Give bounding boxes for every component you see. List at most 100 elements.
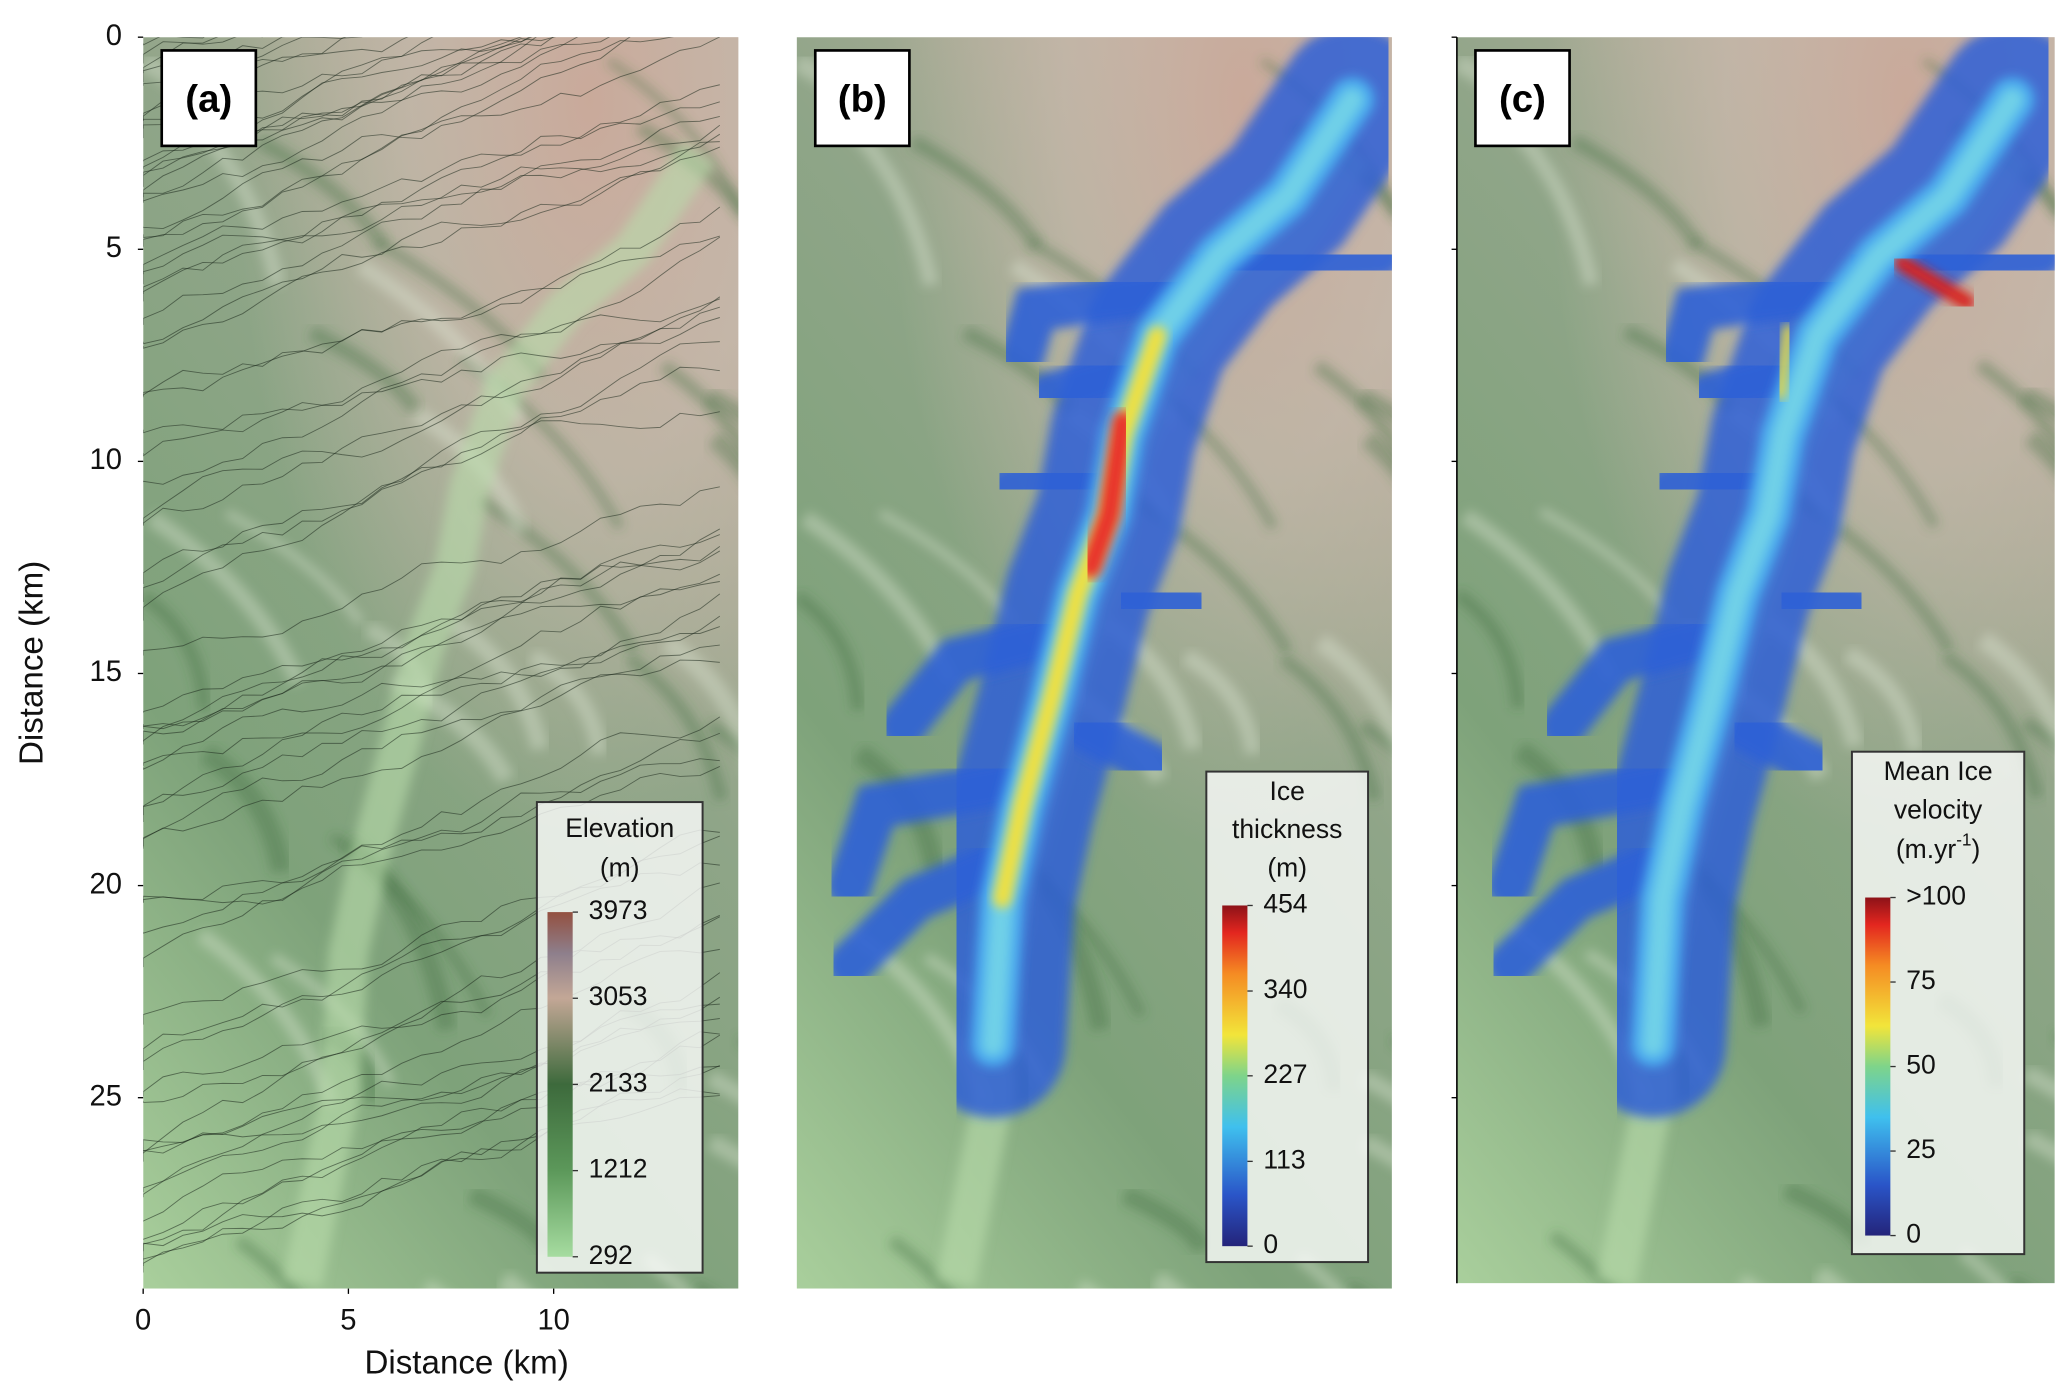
contour-line — [143, 581, 720, 745]
contour-line — [143, 101, 720, 294]
ridge — [1977, 631, 2055, 749]
contour-line — [143, 593, 721, 816]
contour-line — [143, 84, 720, 275]
panel-label: (c) — [1499, 77, 1546, 120]
colorbar-tick-label: 2133 — [589, 1067, 648, 1097]
legend-title: (m) — [1267, 853, 1307, 883]
contour-line — [143, 765, 721, 905]
colorbar-tick-label: 340 — [1263, 974, 1307, 1004]
ridge — [2052, 1034, 2055, 1040]
panel — [796, 37, 1392, 1289]
colorbar — [547, 912, 573, 1257]
colorbar-tick-label: 227 — [1263, 1059, 1307, 1089]
contour-line — [143, 133, 721, 302]
ridge — [146, 511, 306, 686]
contour-line — [143, 366, 720, 602]
panel-label: (a) — [185, 77, 232, 120]
y-tick-label: 15 — [90, 656, 122, 688]
panels: (a) Elevation (m) 3973 3053 2133 1212 292 (b) Ice… — [143, 37, 2055, 1289]
ridge — [2020, 386, 2055, 422]
panel-label: (b) — [838, 77, 887, 120]
y-tick-label: 25 — [90, 1080, 122, 1112]
ridge — [446, 614, 549, 751]
ridge — [887, 1235, 953, 1289]
y-tick-label: 0 — [106, 20, 122, 52]
colorbar-tick-label: 3053 — [589, 981, 648, 1011]
ridge — [2023, 1130, 2055, 1163]
ridge — [307, 325, 422, 414]
unit-text: (m.yr — [1896, 834, 1957, 864]
ridge — [528, 649, 608, 755]
contour-line — [143, 146, 721, 349]
ice-branch — [1059, 703, 1178, 789]
colorbar-tick-label: 454 — [1263, 888, 1307, 918]
glacier — [827, 37, 1392, 1118]
ridge — [625, 653, 728, 802]
contour-line — [143, 37, 533, 198]
legend-unit: (m.yr-1) — [1896, 829, 1980, 864]
legend-title: Mean Ice — [1884, 756, 1993, 786]
ice-branch — [827, 836, 1032, 988]
ice-branch — [1646, 452, 1785, 511]
colorbar-tick-label: 292 — [589, 1240, 633, 1270]
ridge — [1456, 588, 1525, 709]
ridge — [659, 359, 739, 451]
ridge — [707, 1134, 739, 1167]
ice-branch — [1659, 266, 1864, 378]
ridge — [1357, 388, 1392, 423]
colorbar-tick-label: >100 — [1906, 881, 1966, 911]
colorbar-tick-label: 1212 — [589, 1154, 648, 1184]
ice-branch — [827, 757, 1052, 909]
colorbar-tick-label: 75 — [1906, 965, 1935, 995]
contour-line — [143, 644, 720, 849]
legend-title: Ice — [1270, 776, 1305, 806]
contour-line — [143, 534, 720, 729]
ridge — [1569, 134, 1705, 251]
ridge — [199, 744, 292, 874]
ridge — [1347, 1281, 1365, 1289]
contour-line — [143, 615, 721, 823]
ridge — [1975, 358, 2055, 451]
ridge — [1295, 1252, 1345, 1289]
ridge — [224, 509, 365, 626]
ridge — [1812, 1266, 1846, 1284]
valley-floor — [282, 141, 716, 1288]
colorbar-tick-label: 0 — [1906, 1219, 1921, 1249]
y-tick-label: 10 — [90, 444, 122, 476]
ice-fast — [1775, 323, 1794, 401]
contour-line — [143, 206, 721, 398]
ridge — [1361, 431, 1392, 477]
colorbar — [1222, 905, 1248, 1247]
ridge — [1312, 359, 1392, 451]
x-tick-label: 10 — [537, 1304, 569, 1336]
ridge — [476, 494, 640, 655]
contour-line — [143, 115, 720, 325]
panel — [1456, 37, 2055, 1284]
ridge — [642, 1252, 691, 1289]
contour-line — [143, 37, 721, 238]
y-tick-label: 20 — [90, 868, 122, 900]
ridge — [707, 431, 739, 477]
ice-branch — [999, 266, 1204, 378]
contour-line — [143, 141, 720, 345]
panel-label-box — [1474, 49, 1571, 148]
contour-line — [143, 296, 721, 525]
contour-line — [143, 37, 237, 64]
x-tick-label: 5 — [340, 1304, 356, 1336]
colorbar — [1865, 897, 1891, 1236]
panel-label-box — [160, 49, 258, 148]
colorbar-tick-label: 50 — [1906, 1050, 1935, 1080]
contour-line — [143, 758, 720, 968]
ice-thickest — [1080, 411, 1134, 579]
contour-line — [143, 550, 721, 742]
ridge — [255, 134, 390, 251]
unit-sup: -1 — [1956, 829, 1971, 849]
contour-line — [143, 37, 674, 247]
contour-line — [143, 732, 720, 903]
ridge — [1359, 1070, 1392, 1104]
ridge — [705, 1070, 739, 1104]
ridge — [705, 719, 739, 755]
ridge — [1360, 1134, 1392, 1167]
ridge — [1359, 719, 1392, 755]
